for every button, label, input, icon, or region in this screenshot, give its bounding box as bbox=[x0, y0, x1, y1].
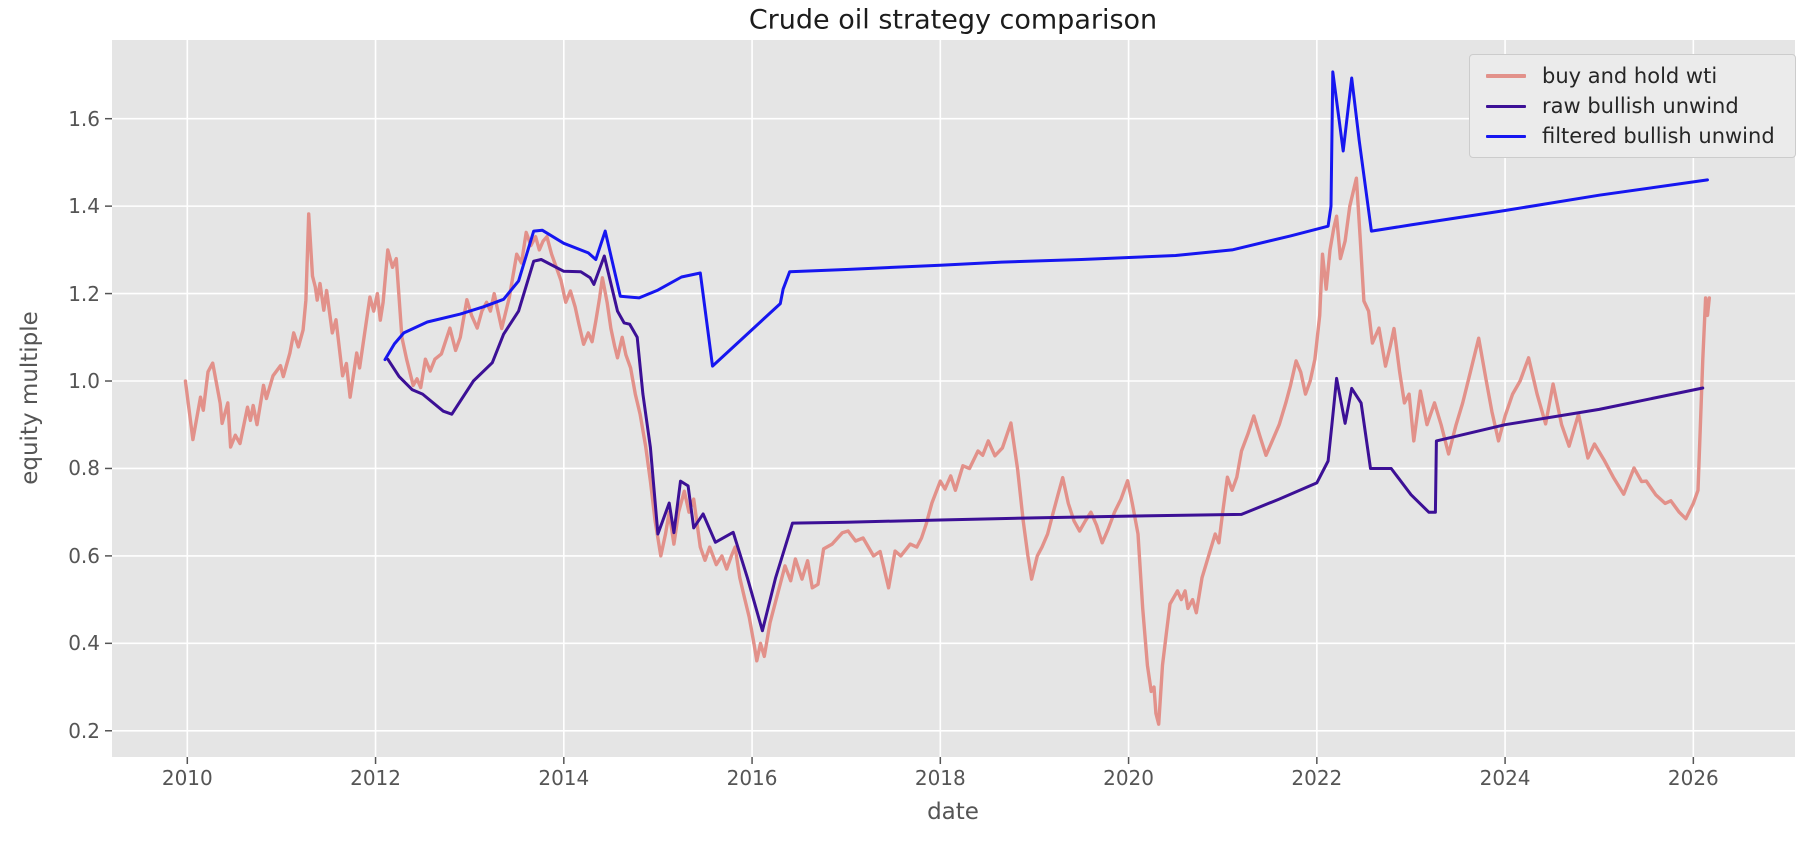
y-axis-tick-label: 0.8 bbox=[68, 456, 100, 481]
legend-swatch-buy-and-hold-wti bbox=[1486, 74, 1526, 78]
plot-area bbox=[112, 40, 1795, 757]
y-axis-tick-label: 1.4 bbox=[68, 194, 100, 219]
y-axis-tick-label: 0.2 bbox=[68, 718, 100, 743]
chart-title: Crude oil strategy comparison bbox=[748, 4, 1158, 36]
x-axis-tick-label: 2026 bbox=[1667, 766, 1719, 790]
legend-label: raw bullish unwind bbox=[1542, 94, 1739, 118]
y-axis-tick-label: 0.6 bbox=[68, 543, 100, 568]
legend-item: raw bullish unwind bbox=[1470, 91, 1795, 121]
y-axis-tick-label: 1.2 bbox=[68, 281, 100, 306]
x-axis-tick-label: 2016 bbox=[726, 766, 778, 790]
y-axis-tick-label: 1.0 bbox=[68, 369, 100, 393]
legend-label: filtered bullish unwind bbox=[1542, 124, 1775, 148]
legend-swatch-filtered-bullish-unwind bbox=[1486, 134, 1526, 138]
y-axis-label: equity multiple bbox=[17, 311, 43, 485]
series-line-buy-and-hold-wti bbox=[183, 176, 1712, 726]
legend-label: buy and hold wti bbox=[1542, 64, 1718, 88]
series-line-filtered-bullish-unwind bbox=[383, 70, 1709, 368]
x-axis-tick-label: 2014 bbox=[538, 766, 590, 790]
legend-item: filtered bullish unwind bbox=[1470, 121, 1795, 151]
x-axis-tick-label: 2018 bbox=[914, 766, 966, 790]
legend-item: buy and hold wti bbox=[1470, 61, 1795, 91]
x-axis-tick-label: 2012 bbox=[350, 766, 401, 790]
series-line-raw-bullish-unwind bbox=[386, 254, 1705, 633]
x-axis-tick-label: 2010 bbox=[161, 766, 213, 790]
legend-swatch-raw-bullish-unwind bbox=[1486, 104, 1526, 108]
legend: buy and hold wti raw bullish unwind filter… bbox=[1469, 54, 1796, 158]
y-axis-tick-label: 0.4 bbox=[68, 631, 100, 656]
x-axis-tick-label: 2022 bbox=[1291, 766, 1343, 790]
x-axis-label: date bbox=[927, 799, 979, 825]
x-axis-tick-label: 2020 bbox=[1103, 766, 1155, 790]
y-axis-tick-label: 1.6 bbox=[68, 106, 100, 131]
x-axis-tick-label: 2024 bbox=[1479, 766, 1531, 790]
